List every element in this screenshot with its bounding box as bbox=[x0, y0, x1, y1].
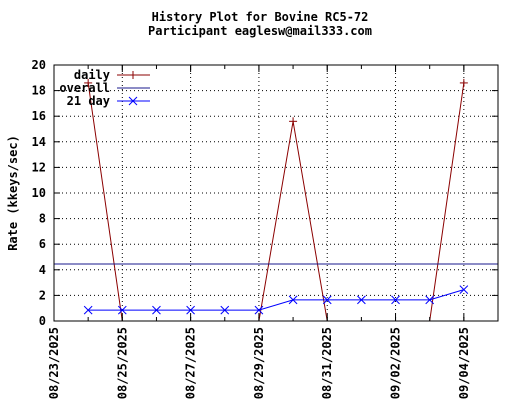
y-tick-label: 18 bbox=[32, 84, 46, 98]
y-tick-label: 10 bbox=[32, 186, 46, 200]
x-tick-label: 08/25/2025 bbox=[115, 327, 129, 399]
y-tick-label: 14 bbox=[32, 135, 46, 149]
data-point bbox=[152, 305, 161, 315]
data-point bbox=[128, 96, 138, 106]
chart-title: History Plot for Bovine RC5-72 bbox=[151, 10, 369, 24]
data-point bbox=[83, 305, 93, 315]
x-tick-label: 08/29/2025 bbox=[252, 327, 266, 399]
data-point bbox=[425, 295, 435, 305]
data-point bbox=[459, 78, 468, 87]
data-point bbox=[357, 295, 366, 305]
grid bbox=[54, 65, 498, 321]
data-point bbox=[186, 305, 195, 315]
series-line bbox=[88, 289, 464, 311]
y-axis-label: Rate (kkeys/sec) bbox=[6, 135, 20, 251]
y-tick-label: 16 bbox=[32, 109, 46, 123]
data-point bbox=[459, 285, 469, 294]
data-point bbox=[254, 305, 264, 315]
data-point bbox=[117, 305, 127, 315]
x-tick-label: 08/27/2025 bbox=[184, 327, 198, 399]
y-tick-label: 4 bbox=[39, 263, 46, 277]
y-tick-label: 6 bbox=[39, 237, 46, 251]
legend-entry: 21 day bbox=[67, 94, 150, 108]
y-tick-label: 0 bbox=[39, 314, 46, 328]
y-tick-label: 8 bbox=[39, 212, 46, 226]
data-point bbox=[322, 295, 332, 305]
data-point bbox=[288, 295, 298, 305]
legend-label: 21 day bbox=[67, 94, 110, 108]
legend-entry: daily bbox=[74, 68, 150, 82]
chart-subtitle: Participant eaglesw@mail333.com bbox=[148, 24, 372, 38]
x-tick-label: 09/04/2025 bbox=[457, 327, 471, 399]
series-line bbox=[87, 82, 465, 321]
legend-label: overall bbox=[59, 81, 110, 95]
y-tick-label: 12 bbox=[32, 160, 46, 174]
x-tick-label: 08/23/2025 bbox=[47, 327, 61, 399]
data-point bbox=[84, 78, 93, 87]
legend-label: daily bbox=[74, 68, 110, 82]
y-tick-label: 20 bbox=[32, 58, 46, 72]
series-daily bbox=[84, 78, 468, 321]
legend-entry: overall bbox=[59, 81, 150, 95]
data-point bbox=[391, 295, 400, 305]
y-tick-label: 2 bbox=[39, 288, 46, 302]
axes: 0 2 4 6 8 10 12 14 16 18 20 08/23/2025 08/25/2025 08/… bbox=[32, 58, 499, 399]
data-point bbox=[289, 117, 298, 126]
x-tick-label: 08/31/2025 bbox=[320, 327, 334, 399]
plot-frame bbox=[53, 64, 499, 322]
data-point bbox=[220, 305, 230, 315]
data-point bbox=[129, 71, 137, 79]
x-tick-label: 09/02/2025 bbox=[389, 327, 403, 399]
series-21-day bbox=[83, 285, 469, 315]
series-layer bbox=[54, 78, 498, 321]
